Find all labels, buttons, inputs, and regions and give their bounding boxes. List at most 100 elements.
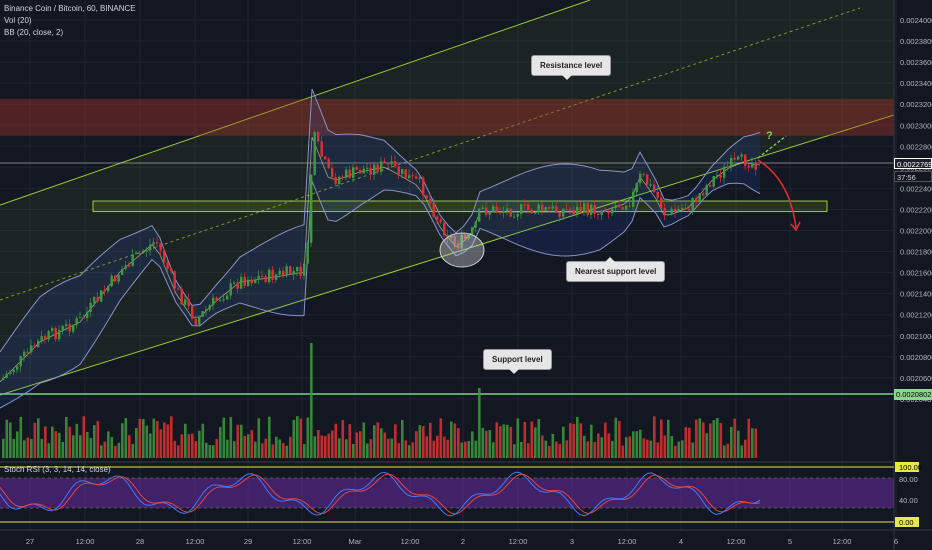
question-mark-annotation[interactable]: ? bbox=[766, 130, 773, 142]
candle-body bbox=[121, 268, 124, 275]
candle-body bbox=[621, 207, 624, 210]
candle-body bbox=[481, 207, 484, 209]
volume-bar bbox=[502, 424, 506, 458]
candle-body bbox=[240, 276, 243, 289]
projection-down-arrowhead bbox=[790, 221, 801, 232]
candle-body bbox=[110, 275, 113, 287]
candle-body bbox=[355, 167, 358, 171]
candle-body bbox=[555, 206, 558, 213]
volume-bar bbox=[523, 421, 527, 458]
candle-body bbox=[163, 250, 166, 263]
candle-body bbox=[747, 165, 750, 168]
volume-bar bbox=[341, 420, 345, 458]
time-axis-label: 4 bbox=[679, 537, 683, 546]
volume-bar bbox=[495, 422, 499, 458]
volume-bar bbox=[509, 426, 513, 458]
volume-bar bbox=[142, 419, 145, 458]
volume-bar bbox=[597, 433, 600, 458]
support-callout[interactable]: Support level bbox=[483, 349, 552, 374]
volume-bar bbox=[499, 426, 502, 458]
candle-body bbox=[201, 311, 204, 317]
volume-bar bbox=[520, 441, 523, 458]
volume-bar bbox=[191, 433, 194, 458]
volume-bar bbox=[19, 416, 23, 458]
candle-body bbox=[79, 317, 82, 319]
candle-body bbox=[628, 205, 631, 207]
countdown-tag: 37:56 bbox=[894, 171, 932, 182]
volume-bar bbox=[376, 422, 380, 458]
volume-bar bbox=[481, 427, 485, 458]
volume-bar bbox=[222, 417, 226, 458]
candle-body bbox=[334, 177, 337, 184]
nearest-support-callout[interactable]: Nearest support level bbox=[566, 257, 666, 282]
volume-bar bbox=[537, 418, 541, 458]
candle-body bbox=[93, 297, 96, 303]
candle-body bbox=[534, 212, 537, 214]
volume-bar bbox=[506, 424, 509, 458]
candle-body bbox=[380, 161, 383, 172]
candle-body bbox=[576, 206, 579, 215]
volume-bar bbox=[593, 441, 597, 458]
candle-body bbox=[30, 345, 33, 353]
candle-body bbox=[229, 283, 232, 296]
resistance-callout[interactable]: Resistance level bbox=[531, 55, 612, 80]
bb-indicator-label[interactable]: BB (20, close, 2) bbox=[4, 28, 64, 37]
volume-bar bbox=[61, 442, 65, 458]
volume-bar bbox=[534, 427, 537, 458]
volume-bar bbox=[257, 418, 261, 458]
candle-body bbox=[709, 185, 712, 187]
volume-bar bbox=[261, 443, 264, 458]
volume-bar bbox=[604, 422, 607, 458]
volume-bar bbox=[243, 435, 247, 458]
volume-bar bbox=[289, 436, 292, 458]
volume-bar bbox=[233, 441, 236, 458]
volume-bar bbox=[131, 443, 135, 458]
price-axis-tick: 0.0023400 bbox=[900, 79, 932, 88]
volume-bar bbox=[313, 436, 317, 458]
volume-bar bbox=[93, 425, 96, 458]
volume-bar bbox=[719, 422, 723, 458]
candle-body bbox=[117, 274, 120, 282]
candle-body bbox=[649, 184, 652, 186]
candle-body bbox=[264, 276, 267, 282]
candle-body bbox=[219, 300, 222, 302]
candle-body bbox=[453, 236, 456, 244]
candle-body bbox=[100, 290, 103, 302]
volume-bar bbox=[646, 439, 649, 458]
candle-body bbox=[597, 213, 600, 215]
time-axis-label: 12:00 bbox=[509, 537, 528, 546]
volume-bar bbox=[205, 442, 208, 458]
candle-body bbox=[614, 205, 617, 209]
stoch-rsi-label[interactable]: Stoch RSI (3, 3, 14, 14, close) bbox=[4, 465, 111, 474]
volume-bar bbox=[548, 445, 551, 458]
candle-body bbox=[96, 297, 99, 302]
volume-bar bbox=[166, 424, 170, 458]
volume-bar bbox=[695, 419, 698, 458]
candle-body bbox=[250, 279, 253, 284]
volume-bar bbox=[40, 438, 44, 458]
candle-body bbox=[19, 355, 22, 367]
volume-bar bbox=[513, 444, 516, 458]
candle-body bbox=[642, 173, 645, 175]
resistance-zone bbox=[0, 98, 894, 136]
candle-body bbox=[390, 161, 393, 165]
stoch-axis-tag bbox=[895, 462, 919, 472]
volume-bar bbox=[478, 388, 481, 458]
stoch-k-line bbox=[0, 471, 761, 517]
candle-body bbox=[394, 161, 397, 167]
candle-body bbox=[411, 175, 414, 177]
volume-bar bbox=[366, 443, 369, 458]
candle-body bbox=[509, 208, 512, 217]
volume-bar bbox=[712, 420, 716, 458]
time-axis-label: 2 bbox=[461, 537, 465, 546]
volume-bar bbox=[79, 435, 82, 458]
candle-body bbox=[523, 204, 526, 206]
candle-body bbox=[600, 210, 603, 215]
volume-bar bbox=[247, 434, 250, 458]
candle-body bbox=[744, 154, 747, 166]
stoch-axis-tick: 40.00 bbox=[899, 496, 918, 505]
candle-body bbox=[135, 252, 138, 255]
vol-indicator-label[interactable]: Vol (20) bbox=[4, 16, 32, 25]
